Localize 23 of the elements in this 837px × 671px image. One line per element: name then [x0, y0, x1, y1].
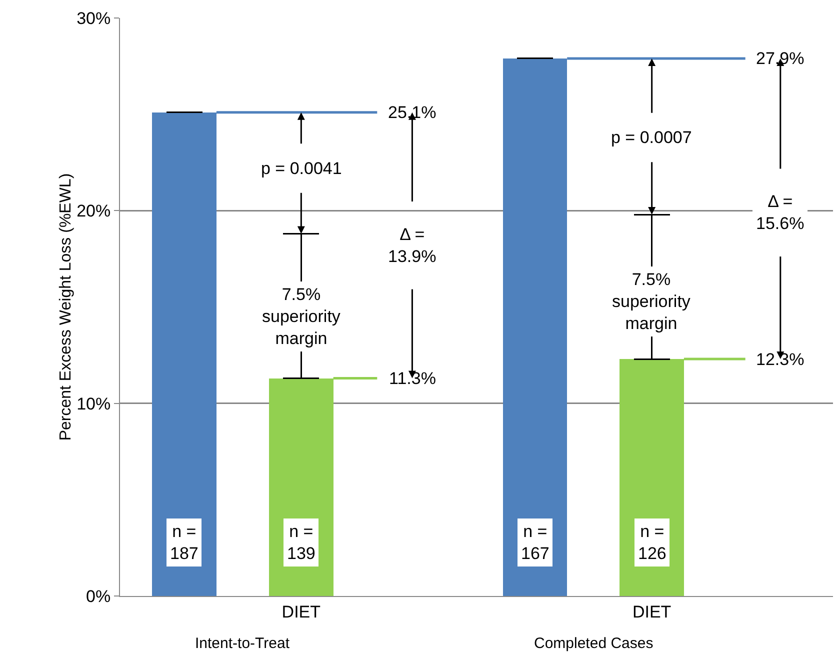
annotation: p = 0.0041	[261, 159, 342, 178]
annotation: n = 126	[638, 522, 666, 564]
data-label: 12.3%	[756, 350, 804, 369]
text: Completed Cases	[534, 635, 654, 652]
annotation: Δ = 13.9%	[388, 225, 436, 266]
annotation: Δ = 15.6%	[756, 192, 804, 234]
annotation: p = 0.0007	[611, 128, 692, 147]
data-label: 25.1%	[388, 103, 436, 122]
annotation: n = 187	[170, 522, 198, 564]
y-axis-title: Percent Excess Weight Loss (%EWL)	[58, 173, 75, 441]
annotation: n = 167	[521, 522, 550, 564]
y-tick-label: 10%	[76, 394, 111, 414]
text: Intent-to-Treat	[195, 635, 290, 652]
annotation: 7.5% superiority margin	[612, 270, 691, 334]
x-tick-label: DIET	[632, 602, 672, 622]
x-tick-label: DIET	[282, 602, 321, 622]
annotation: n = 139	[287, 522, 316, 564]
y-tick-label: 20%	[76, 202, 111, 221]
annotation: 7.5% superiority margin	[262, 285, 341, 348]
data-label: 27.9%	[756, 49, 804, 68]
data-label: 11.3%	[389, 369, 436, 388]
y-tick-label: 0%	[86, 586, 111, 606]
y-tick-label: 30%	[76, 8, 111, 28]
